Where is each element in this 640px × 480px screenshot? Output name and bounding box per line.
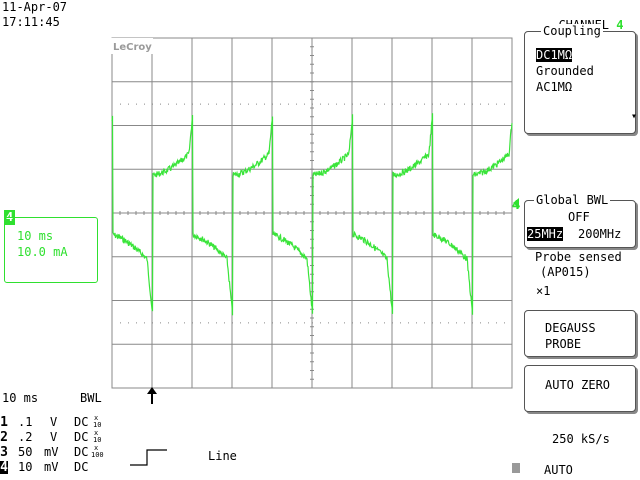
channel-3-probe-top: x — [94, 444, 99, 452]
trigger-edge-icon — [130, 449, 167, 466]
probe-attenuation: ×1 — [536, 284, 551, 298]
bwl-menu-title: Global BWL — [534, 193, 611, 207]
channel-2-probe-bottom: 10 — [93, 436, 102, 444]
channel4-trace — [111, 113, 513, 316]
channel-4-unit: mV — [44, 460, 59, 474]
channel-3-unit: mV — [44, 445, 59, 459]
ground-marker-label: 4 — [512, 198, 520, 212]
bwl-state: OFF — [568, 210, 590, 224]
channel-2-number[interactable]: 2 — [0, 430, 8, 445]
coupling-menu-title: Coupling — [541, 24, 603, 38]
time-readout: 17:11:45 — [2, 15, 60, 29]
menu-cycle-arrow-icon: ▾ — [631, 111, 638, 122]
coupling-option-dc1m[interactable]: DC1MΩ — [536, 48, 573, 62]
channel-1-vdiv: .1 — [18, 415, 33, 429]
channel-4-vdiv: 10 — [18, 460, 33, 474]
channel-title-number: 4 — [616, 18, 624, 32]
degauss-label: DEGAUSS — [545, 321, 596, 335]
channel-3-probe-bottom: 100 — [91, 451, 104, 459]
auto-zero-label: AUTO ZERO — [545, 378, 611, 392]
sample-rate: 250 kS/s — [552, 432, 610, 446]
channel-4-number[interactable]: 4 — [0, 460, 8, 475]
degauss-probe-button[interactable]: DEGAUSS PROBE — [524, 310, 636, 357]
channel-2-probe-top: x — [94, 429, 99, 437]
coupling-option-grounded[interactable]: Grounded — [536, 64, 594, 78]
date-readout: 11-Apr-07 — [2, 0, 68, 14]
bwl-option-25mhz[interactable]: 25MHz — [527, 227, 564, 241]
ch4-readout-box[interactable]: 10 ms 10.0 mA — [4, 217, 98, 283]
brand-logo: LeCroy — [113, 42, 152, 53]
channel-1-coupling: DC — [74, 415, 89, 429]
timebase-readout: 10 ms — [2, 391, 39, 405]
channel-4-coupling: DC — [74, 460, 89, 474]
bwl-indicator: BWL — [80, 391, 102, 405]
trigger-status-square-icon — [512, 463, 520, 473]
auto-zero-button[interactable]: AUTO ZERO — [524, 365, 636, 412]
channel-2-coupling: DC — [74, 430, 89, 444]
ground-level-marker[interactable] — [513, 198, 519, 208]
ch4-timebase: 10 ms — [17, 229, 54, 243]
channel-3-number[interactable]: 3 — [0, 445, 8, 460]
channel-1-unit: V — [50, 415, 58, 429]
bwl-option-200mhz[interactable]: 200MHz — [578, 227, 622, 241]
brand-logo-bg — [111, 38, 153, 54]
probe-sensed-label: Probe sensed — [535, 250, 622, 264]
trigger-source: Line — [208, 449, 237, 463]
probe-model: (AP015) — [540, 265, 591, 279]
channel-1-probe-top: x — [94, 414, 99, 422]
graticule-dots — [120, 103, 505, 324]
trigger-mode: AUTO — [544, 463, 573, 477]
channel-1-probe-bottom: 10 — [93, 421, 102, 429]
channel-2-unit: V — [50, 430, 58, 444]
trigger-arrow-head — [147, 387, 157, 394]
channel-3-coupling: DC — [74, 445, 89, 459]
channel-1-number[interactable]: 1 — [0, 415, 8, 430]
ch4-scale: 10.0 mA — [17, 245, 68, 259]
channel-3-vdiv: 50 — [18, 445, 33, 459]
coupling-option-ac1m[interactable]: AC1MΩ — [536, 80, 573, 94]
probe-label: PROBE — [545, 337, 582, 351]
channel-2-vdiv: .2 — [18, 430, 33, 444]
